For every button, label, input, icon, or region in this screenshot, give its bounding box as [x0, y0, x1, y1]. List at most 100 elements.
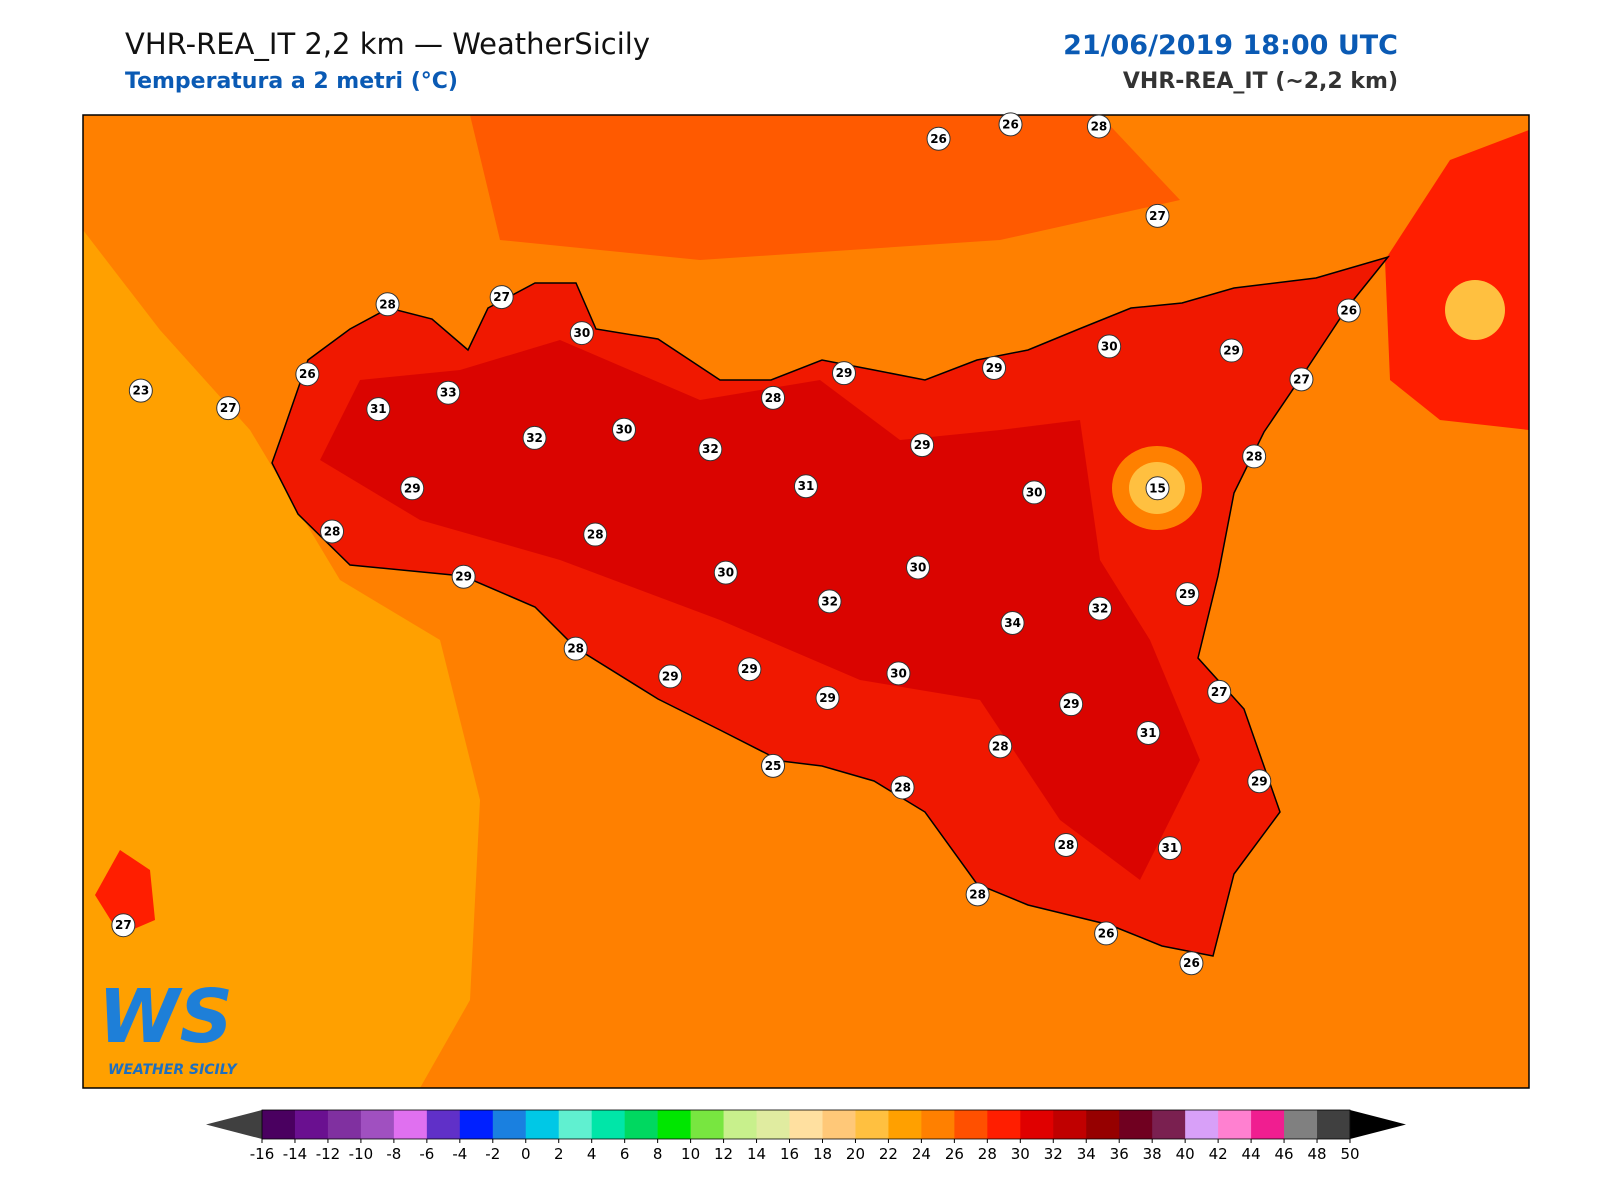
- station-value: 29: [741, 662, 758, 676]
- station-value: 29: [455, 570, 472, 584]
- north-sea: [470, 115, 1180, 260]
- station-marker: [489, 285, 514, 310]
- station-marker: [982, 356, 1007, 381]
- colorbar-tick-label: -12: [316, 1145, 341, 1163]
- colorbar-tick-label: 26: [945, 1145, 964, 1163]
- station-marker: [1136, 720, 1161, 745]
- colorbar-tick-label: -16: [250, 1145, 275, 1163]
- station-value: 31: [1162, 841, 1179, 855]
- station-marker: [1247, 769, 1272, 794]
- station-marker: [698, 437, 723, 462]
- logo-letters: WS: [98, 974, 233, 1060]
- colorbar-segment: [459, 1110, 494, 1139]
- colorbar-tick-label: 36: [1110, 1145, 1129, 1163]
- colorbar-frame: [261, 1109, 1351, 1140]
- calabria: [1385, 130, 1529, 430]
- station-marker: [1207, 679, 1232, 704]
- map-frame: [82, 114, 1530, 1089]
- station-value: 28: [587, 528, 604, 542]
- colorbar-tick-label: -4: [452, 1145, 467, 1163]
- station-value: 28: [379, 297, 396, 311]
- colorbar-tick-label: -6: [419, 1145, 434, 1163]
- colorbar-tick-label: 38: [1143, 1145, 1162, 1163]
- station-marker: [611, 417, 636, 442]
- station-value: 25: [765, 759, 782, 773]
- station-marker: [1097, 334, 1122, 359]
- station-value: 34: [1004, 616, 1021, 630]
- station-marker: [1094, 921, 1119, 946]
- station-marker: [375, 292, 400, 317]
- map-area: [83, 115, 1529, 1088]
- colorbar-segment: [822, 1110, 856, 1139]
- colorbar-segment: [855, 1110, 889, 1139]
- station-value: 29: [1251, 774, 1268, 788]
- colorbar-tick-label: 34: [1077, 1145, 1096, 1163]
- colorbar-segment: [1086, 1110, 1120, 1139]
- colorbar-segment: [624, 1110, 659, 1139]
- colorbar-segment: [327, 1110, 362, 1139]
- colorbar-tick-label: 22: [879, 1145, 898, 1163]
- station-value: 30: [1101, 339, 1118, 353]
- station-marker: [583, 522, 608, 547]
- colorbar-segment: [954, 1110, 988, 1139]
- colorbar-segment: [1251, 1110, 1285, 1139]
- colorbar-tick-label: 46: [1275, 1145, 1294, 1163]
- colorbar: -16 -14 -12 -10 -8 -6 -4 -2 0 2 4 6 8 10 12 14 16 18 20 22 2…: [206, 1109, 1406, 1163]
- station-value: 30: [616, 423, 633, 437]
- station-value: 27: [1293, 372, 1310, 386]
- station-value: 27: [1211, 685, 1228, 699]
- colorbar-tick-label: 10: [681, 1145, 700, 1163]
- station-marker: [295, 362, 320, 387]
- station-value: 28: [567, 642, 584, 656]
- station-marker: [1175, 582, 1200, 607]
- colorbar-segment: [492, 1110, 527, 1139]
- station-value: 30: [573, 326, 590, 340]
- station-marker: [886, 661, 911, 686]
- station-marker: [1336, 298, 1361, 323]
- colorbar-tick-label: 18: [813, 1145, 832, 1163]
- colorbar-over: [1350, 1110, 1406, 1139]
- station-marker: [998, 112, 1023, 137]
- station-marker: [1219, 338, 1244, 363]
- colorbar-tick-label: -8: [386, 1145, 401, 1163]
- colorbar-tick-label: 40: [1176, 1145, 1195, 1163]
- station-marker: [1000, 610, 1025, 635]
- station-value: 32: [526, 431, 543, 445]
- colorbar-under: [206, 1110, 262, 1139]
- station-value: 28: [992, 739, 1009, 753]
- station-value: 27: [115, 918, 132, 932]
- station-marker: [1289, 367, 1314, 392]
- station-marker: [1086, 114, 1111, 139]
- station-marker: [1179, 951, 1204, 976]
- colorbar-segment: [1053, 1110, 1087, 1139]
- colorbar-segment: [723, 1110, 758, 1139]
- stations: 26 26 28 27 28 27 30 26 30 29 27 23 27 26 33 31 29 29 28 32…: [111, 112, 1361, 976]
- station-marker: [1242, 444, 1267, 469]
- station-marker: [1157, 836, 1182, 861]
- colorbar-tick-label: 50: [1340, 1145, 1359, 1163]
- station-value: 28: [1091, 119, 1108, 133]
- station-marker: [737, 657, 762, 682]
- colorbar-segment: [921, 1110, 955, 1139]
- colorbar-segment: [294, 1110, 329, 1139]
- colorbar-tick-label: 30: [1011, 1145, 1030, 1163]
- station-marker: [1059, 692, 1084, 717]
- station-value: 32: [1092, 602, 1109, 616]
- station-value: 26: [1183, 956, 1200, 970]
- colorbar-segment: [1152, 1110, 1186, 1139]
- station-value: 29: [404, 481, 421, 495]
- station-value: 30: [910, 560, 927, 574]
- station-value: 23: [132, 384, 149, 398]
- station-value: 31: [370, 402, 387, 416]
- datetime: 21/06/2019 18:00 UTC: [1063, 30, 1398, 61]
- logo-text: WEATHER SICILY: [108, 1062, 239, 1078]
- station-marker: [761, 385, 786, 410]
- colorbar-segment: [558, 1110, 593, 1139]
- colorbar-tick-label: 44: [1242, 1145, 1261, 1163]
- station-marker: [569, 321, 594, 346]
- station-marker: [1145, 203, 1170, 228]
- station-marker: [1087, 596, 1112, 621]
- station-marker: [817, 589, 842, 614]
- station-value: 26: [930, 132, 947, 146]
- sicily-interior: [320, 340, 1200, 880]
